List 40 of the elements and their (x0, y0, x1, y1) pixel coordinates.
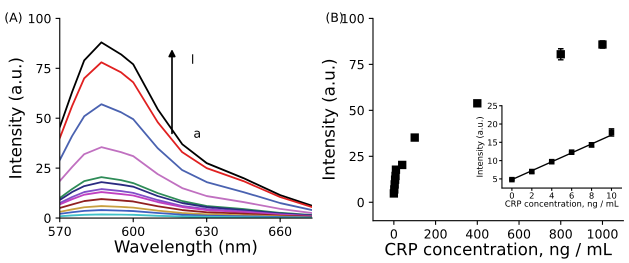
chart-title: (A) (5, 12, 22, 24)
y-axis-title: Intensity (a.u.) (322, 60, 338, 180)
y-tick-label: 25 (36, 164, 50, 174)
x-axis-title: CRP concentration, ng / mL (385, 242, 612, 259)
x-tick-label: 6 (570, 192, 574, 199)
x-tick-label: 630 (196, 226, 218, 236)
x-tick-label: 200 (424, 229, 447, 239)
y-tick-label: 25 (488, 102, 498, 110)
x-tick-label: 10 (607, 192, 616, 199)
x-tick-label: 4 (549, 192, 554, 199)
x-axis-title: CRP concentration, ng / mL (505, 200, 619, 208)
x-tick-label: 0 (510, 192, 514, 199)
y-tick-label: 20 (488, 121, 498, 128)
x-tick-label: 600 (508, 229, 530, 239)
y-tick-label: 100 (342, 14, 364, 24)
x-tick-label: 660 (269, 226, 292, 236)
x-axis-title: Wavelength (nm) (114, 240, 256, 256)
y-tick-label: 0 (44, 214, 51, 223)
x-tick-label: 600 (122, 226, 144, 236)
y-tick-label: 50 (350, 106, 364, 116)
annotation: a (194, 130, 200, 138)
x-tick-label: 2 (530, 192, 534, 199)
y-tick-label: 75 (350, 60, 364, 70)
y-tick-label: 25 (350, 152, 364, 162)
y-axis-title: Intensity (a.u.) (476, 117, 484, 177)
y-tick-label: 15 (488, 139, 498, 146)
y-tick-label: 5 (493, 176, 498, 182)
annotation: l (192, 54, 194, 64)
y-tick-label: 10 (488, 158, 498, 164)
x-tick-label: 8 (589, 192, 594, 199)
x-tick-label: 800 (550, 229, 572, 239)
y-tick-label: 75 (36, 64, 50, 74)
x-tick-label: 0 (390, 229, 398, 239)
y-axis-title: Intensity (a.u.) (8, 58, 25, 178)
y-tick-label: 50 (36, 114, 51, 124)
chart-title: (B) (326, 12, 343, 24)
x-tick-label: 400 (466, 229, 488, 239)
x-tick-label: 1000 (588, 229, 618, 239)
y-tick-label: 100 (28, 14, 51, 24)
x-tick-label: 570 (48, 226, 71, 236)
